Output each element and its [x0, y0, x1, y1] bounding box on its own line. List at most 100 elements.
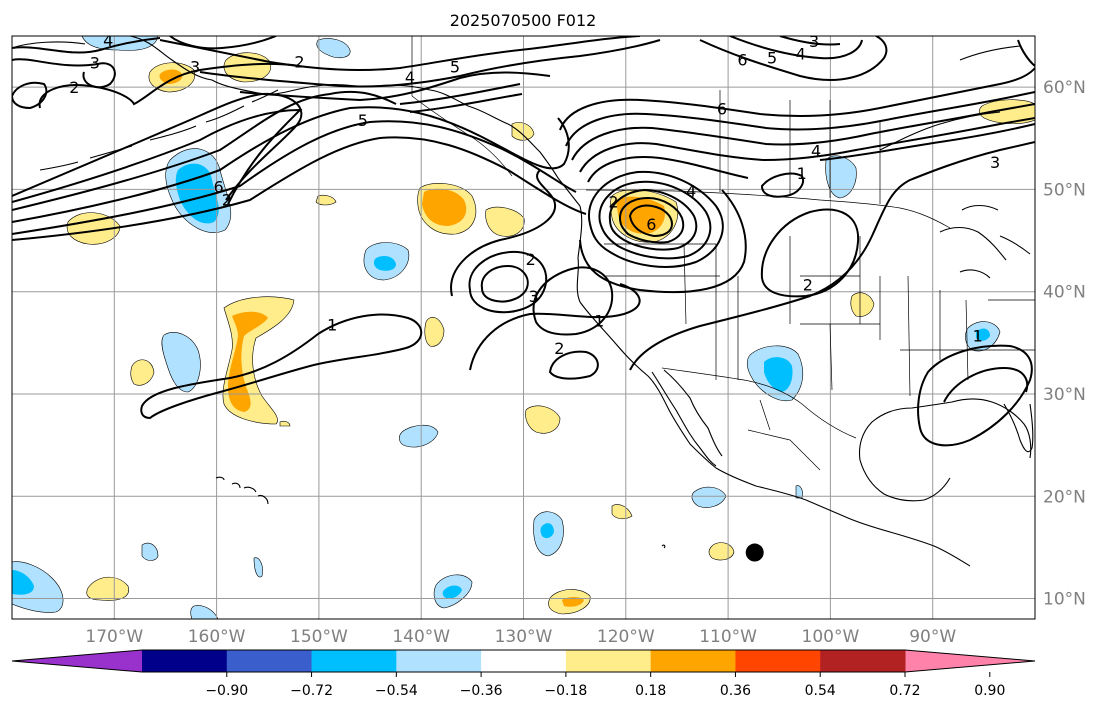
pos-anomaly-region	[562, 597, 584, 607]
colorbar-extend-low	[12, 650, 142, 672]
contour-label: 4	[103, 31, 113, 50]
contour-label: 1	[797, 164, 807, 183]
contour-label: 3	[990, 153, 1000, 172]
contour-label: 5	[450, 58, 460, 77]
contour-label: 2	[222, 191, 232, 210]
contour-label: 4	[811, 142, 821, 161]
contour-label: 2	[69, 78, 79, 97]
neg-anomaly-region	[141, 542, 159, 561]
contour-line	[699, 36, 888, 81]
pos-anomaly-region	[279, 420, 291, 427]
contour-line	[548, 350, 599, 380]
contour-line	[760, 172, 804, 198]
neg-anomaly-region	[190, 605, 219, 619]
colorbar-tick-label: −0.72	[290, 683, 333, 699]
longitude-label: 130°W	[495, 627, 553, 647]
contour-line	[468, 250, 548, 314]
contour-line	[12, 106, 570, 223]
neg-anomaly-region	[161, 332, 201, 393]
colorbar-segment	[226, 650, 313, 672]
neg-anomaly-region	[540, 523, 554, 539]
contour-line	[565, 91, 1035, 147]
contour-line	[729, 36, 863, 60]
longitude-label: 150°W	[290, 627, 348, 647]
contour-label: 6	[717, 100, 727, 119]
contour-label: 2	[803, 276, 813, 295]
graticule	[12, 36, 1035, 619]
colorbar-segment	[735, 650, 821, 672]
contour-lines	[12, 36, 1035, 447]
contour-line	[1017, 39, 1035, 67]
contour-label: 4	[796, 44, 806, 63]
longitude-label: 110°W	[699, 627, 757, 647]
contour-line	[598, 180, 712, 260]
colorbar-segment	[396, 650, 482, 672]
us-state-lines	[604, 236, 1035, 397]
neg-anomaly-region	[691, 486, 727, 508]
latitude-label: 10°N	[1043, 590, 1086, 610]
contour-line	[38, 62, 301, 109]
west-coast	[576, 205, 971, 567]
contour-label: 6	[646, 215, 656, 234]
pos-anomaly-region	[159, 69, 183, 84]
contour-label: 2	[294, 53, 304, 72]
contour-line	[779, 36, 841, 46]
colorbar-tick-label: 0.90	[974, 683, 1005, 699]
pos-anomaly-region	[708, 542, 735, 561]
contour-line	[199, 39, 661, 88]
small-island	[661, 544, 666, 549]
longitude-label: 140°W	[392, 627, 450, 647]
contour-line	[239, 71, 551, 102]
colorbar-segment	[820, 650, 906, 672]
canada-province-lines	[719, 90, 881, 204]
colorbar-segment	[481, 650, 567, 672]
colorbar-tick-label: −0.18	[544, 683, 587, 699]
neg-anomaly-region	[373, 256, 396, 271]
longitude-label: 160°W	[188, 627, 246, 647]
contour-line	[587, 170, 724, 268]
contour-line	[587, 123, 1035, 183]
contour-line	[917, 344, 1033, 447]
contour-line	[760, 208, 860, 298]
contour-line	[12, 90, 397, 211]
pos-anomaly-region	[850, 292, 875, 317]
us-mexico-border	[661, 367, 857, 439]
colorbar-tick-label: 0.36	[720, 683, 751, 699]
figure-title: 2025070500 F012	[450, 11, 597, 30]
colorbar-tick-label: −0.36	[460, 683, 503, 699]
alaska-coastline	[12, 36, 581, 207]
contour-line	[12, 108, 303, 205]
hawaii-islands	[215, 476, 269, 505]
contour-line	[571, 103, 1035, 161]
contour-label: 3	[529, 287, 539, 306]
florida-coast	[1003, 403, 1034, 453]
colorbar-extend-high	[905, 650, 1035, 672]
contour-label: 3	[90, 54, 100, 73]
longitude-label: 170°W	[85, 627, 143, 647]
contour-label: 2	[554, 339, 564, 358]
longitude-label: 90°W	[909, 627, 956, 647]
colorbar-tick-label: 0.72	[889, 683, 920, 699]
contour-label: 6	[214, 177, 224, 196]
contour-line	[12, 37, 161, 54]
neg-anomaly-region	[442, 585, 462, 599]
contour-line	[532, 266, 614, 336]
colorbar-segment	[142, 650, 228, 672]
latitude-label: 20°N	[1043, 487, 1086, 507]
pos-anomaly-region	[525, 405, 561, 434]
contour-label: 3	[190, 58, 200, 77]
gulf-coast	[858, 398, 1032, 502]
contour-label: 4	[405, 68, 415, 87]
contour-line	[480, 264, 529, 303]
pos-anomaly-region	[66, 212, 121, 245]
pos-anomaly-region	[485, 206, 525, 237]
contour-label: 2	[526, 250, 536, 269]
latitude-label: 30°N	[1043, 385, 1086, 405]
longitude-label: 120°W	[597, 627, 655, 647]
contour-label: 1	[973, 327, 983, 346]
contour-label: 6	[737, 51, 747, 70]
longitude-label: 100°W	[802, 627, 860, 647]
contour-line	[943, 366, 1029, 403]
colorbar-segment	[311, 650, 397, 672]
